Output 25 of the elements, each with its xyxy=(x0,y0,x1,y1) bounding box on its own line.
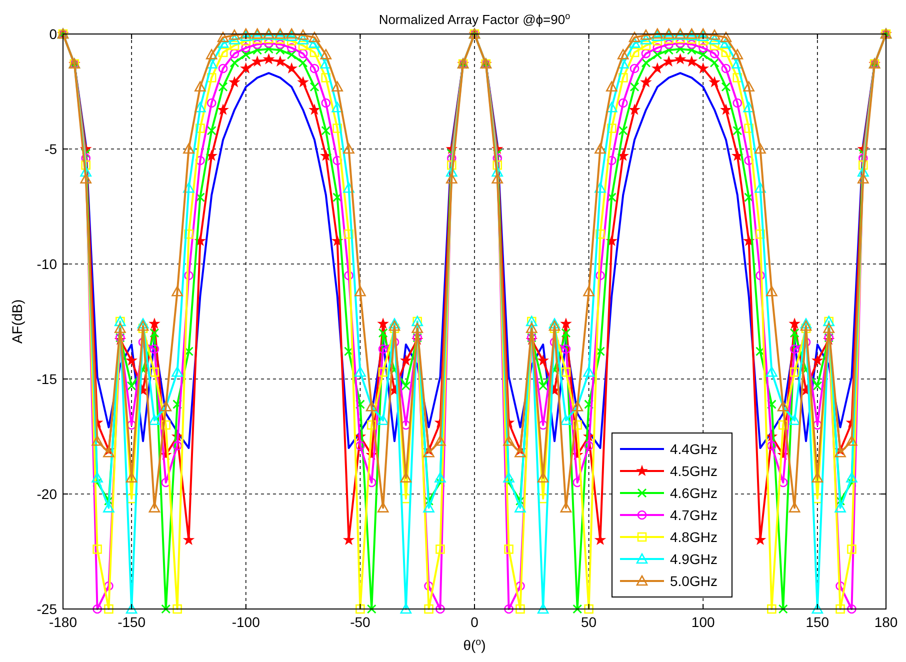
x-axis-title: θ($^{o}$) xyxy=(463,636,486,653)
x-tick-label: 100 xyxy=(691,614,716,630)
x-tick-label: 150 xyxy=(806,614,830,630)
x-tick-label: -100 xyxy=(232,614,260,630)
x-tick-label: 180 xyxy=(874,614,898,630)
legend-label: 4.7GHz xyxy=(670,507,718,523)
legend-label: 4.6GHz xyxy=(670,485,718,501)
legend-label: 4.5GHz xyxy=(670,463,718,479)
x-tick-label: -50 xyxy=(350,614,371,630)
y-tick-label: 0 xyxy=(49,26,58,42)
legend-label: 4.8GHz xyxy=(670,529,718,545)
x-tick-label: 0 xyxy=(470,614,479,630)
legend-label: 5.0GHz xyxy=(670,573,718,589)
x-tick-label: -180 xyxy=(48,614,78,630)
legend-label: 4.4GHz xyxy=(670,441,718,457)
x-tick-label: 50 xyxy=(581,614,597,630)
y-tick-label: -15 xyxy=(36,371,58,387)
y-tick-label: -5 xyxy=(44,141,58,157)
y-axis-title: AF(dB) xyxy=(9,299,25,344)
chart-title: Normalized Array Factor @ϕ=90$^{o}$ xyxy=(378,11,570,27)
y-tick-label: -20 xyxy=(36,486,58,502)
y-tick-label: -25 xyxy=(36,601,58,617)
legend-label: 4.9GHz xyxy=(670,551,718,567)
x-tick-label: -150 xyxy=(118,614,146,630)
y-tick-label: -10 xyxy=(36,256,58,272)
